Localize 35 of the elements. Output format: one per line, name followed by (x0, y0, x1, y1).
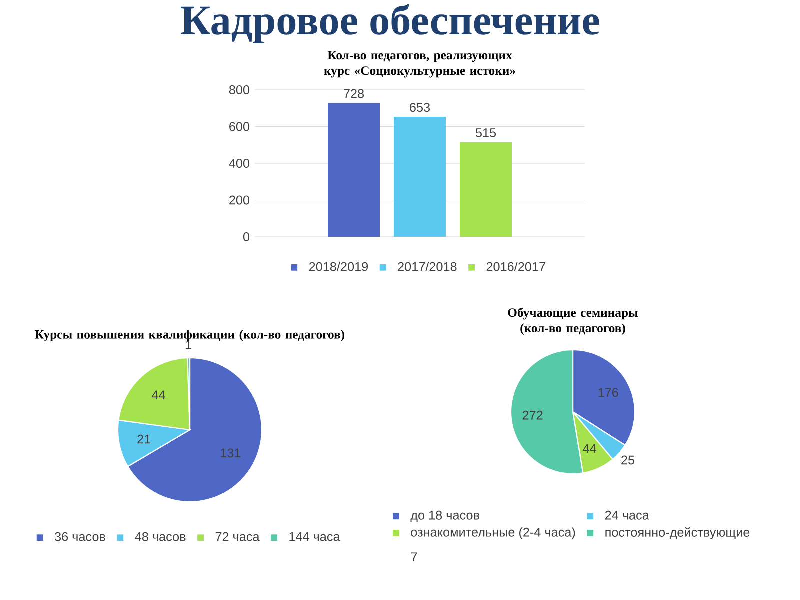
legend-label: постоянно-действующие (606, 527, 750, 540)
y-tick-label: 600 (230, 122, 250, 132)
data-label: 1 (186, 340, 192, 350)
data-label: 653 (410, 103, 430, 112)
chart-subtitle: Кол-во педагогов, реализующих курс «Социокультурные истоки» (324, 51, 516, 78)
legend-label: до 18 часов (410, 510, 480, 522)
legend-label: 36 часов (55, 532, 106, 542)
y-tick-label: 200 (230, 196, 250, 205)
data-label: 25 (622, 456, 635, 465)
text: 7 (411, 552, 418, 562)
data-label: 21 (138, 434, 151, 444)
legend-label: 2016/2017 (486, 262, 546, 272)
legend-label: 48 часов (135, 532, 186, 542)
bar (328, 103, 380, 237)
data-label: 176 (598, 388, 618, 398)
y-tick-label: 800 (229, 86, 250, 94)
bar (394, 117, 446, 237)
legend-label: 2018/2019 (309, 262, 368, 272)
chart-title: Кадровое обеспечение (180, 4, 600, 44)
legend-label: 24 часа (605, 510, 650, 520)
chart-title: Обучающие семинары (кол-во педагогов) (508, 308, 638, 336)
legend-label: 2017/2018 (398, 262, 457, 272)
legend-label: 144 часа (290, 532, 340, 542)
data-label: 44 (152, 390, 166, 400)
data-label: 515 (476, 128, 496, 138)
bar (460, 142, 512, 237)
y-tick-label: 400 (229, 159, 250, 168)
data-label: 728 (344, 89, 364, 98)
y-tick-label: 0 (243, 232, 250, 242)
data-label: 272 (522, 410, 543, 420)
legend-label: ознакомительные (2-4 часа) (411, 528, 576, 540)
chart-title: Курсы повышения квалификации (кол-во педагогов) (35, 330, 345, 342)
legend-label: 72 часа (216, 532, 260, 542)
data-label: 131 (221, 448, 241, 458)
data-label: 44 (583, 444, 597, 453)
